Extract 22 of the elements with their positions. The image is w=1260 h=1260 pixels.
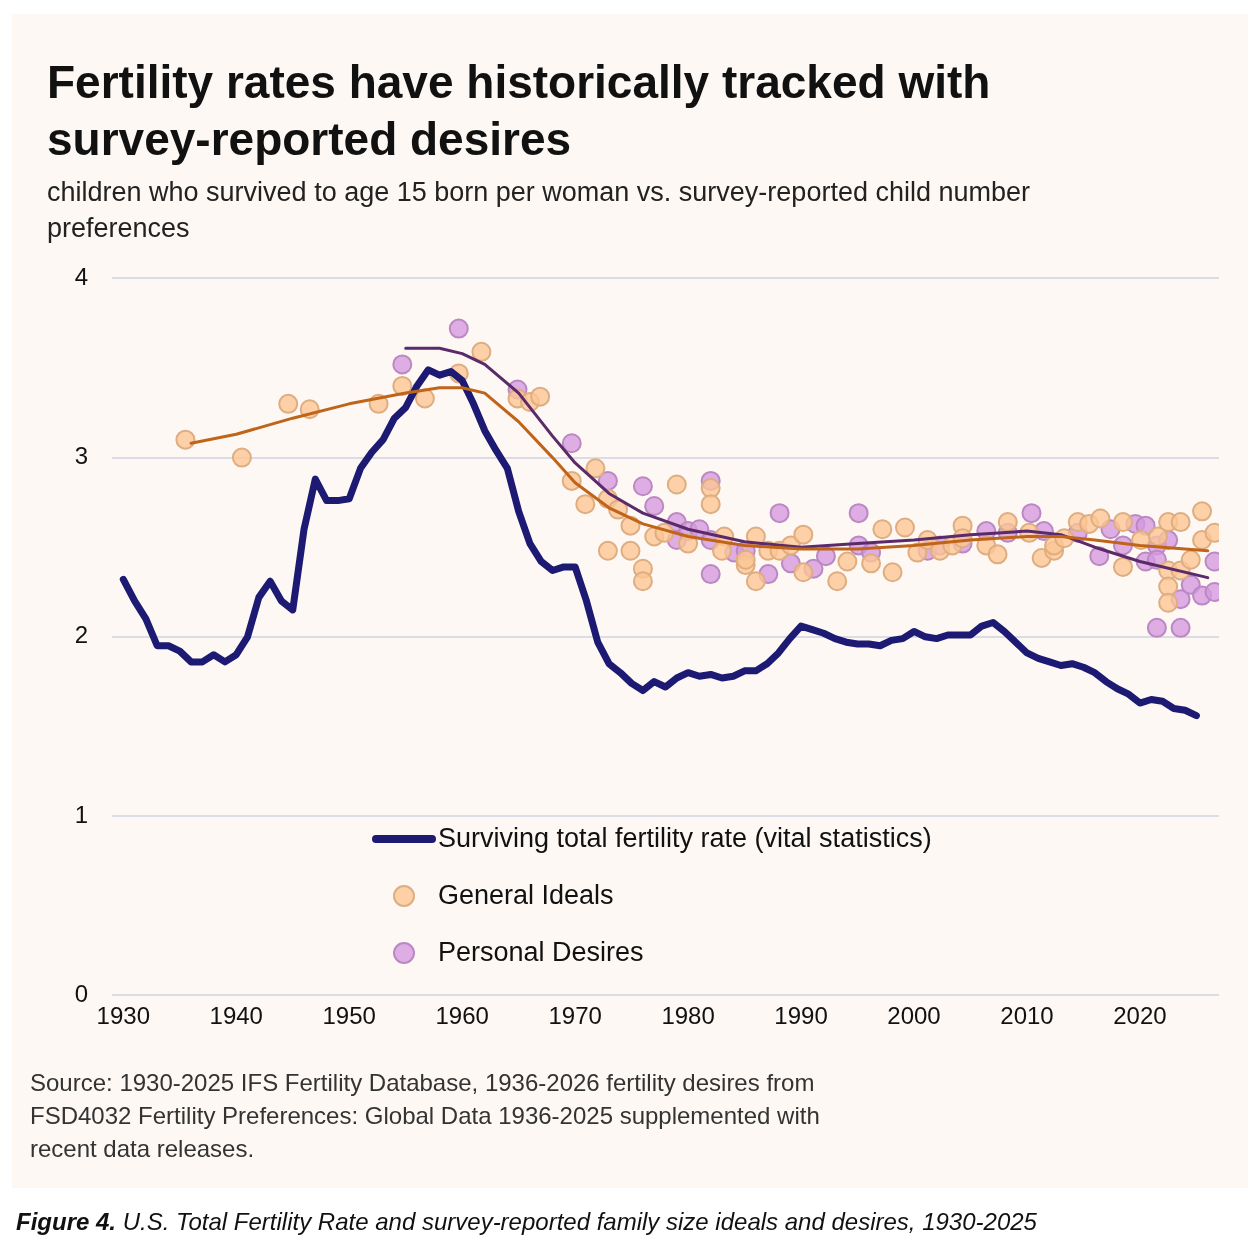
y-tick-label: 4: [74, 263, 88, 291]
x-tick-label: 2000: [887, 1002, 941, 1030]
legend-label: Personal Desires: [438, 937, 644, 968]
x-tick-label: 2020: [1113, 1002, 1167, 1030]
caption: Figure 4. U.S. Total Fertility Rate and survey-reported family size ideals and desires, 1930-2025: [16, 1208, 1037, 1235]
y-tick-label: 2: [74, 621, 88, 649]
x-tick-label: 1970: [548, 1002, 602, 1030]
x-tick-label: 1940: [209, 1002, 263, 1030]
x-tick-label: 1950: [322, 1002, 376, 1030]
y-tick-label: 0: [74, 979, 88, 1007]
x-tick-label: 1960: [435, 1002, 489, 1030]
x-tick-label: 1930: [96, 1002, 150, 1030]
y-tick-label: 3: [74, 442, 88, 470]
legend-label: General Ideals: [438, 880, 614, 911]
legend-label: Surviving total fertility rate (vital statistics): [438, 823, 932, 854]
y-tick-label: 1: [74, 800, 88, 828]
source-note: Source: 1930-2025 IFS Fertility Database, 1936-2026 fertility desires from FSD4032 Fertility Preferences: Global Data 1936-2025 supplemented with recent data releases.: [30, 1068, 821, 1164]
x-tick-label: 1990: [774, 1002, 828, 1030]
x-tick-label: 1980: [661, 1002, 715, 1030]
x-tick-label: 2010: [1000, 1002, 1054, 1030]
chart-title: Fertility rates have historically tracked with survey-reported desires: [47, 55, 992, 167]
chart-subtitle: children who survived to age 15 born per woman vs. survey-reported child number preferences: [47, 176, 1031, 245]
